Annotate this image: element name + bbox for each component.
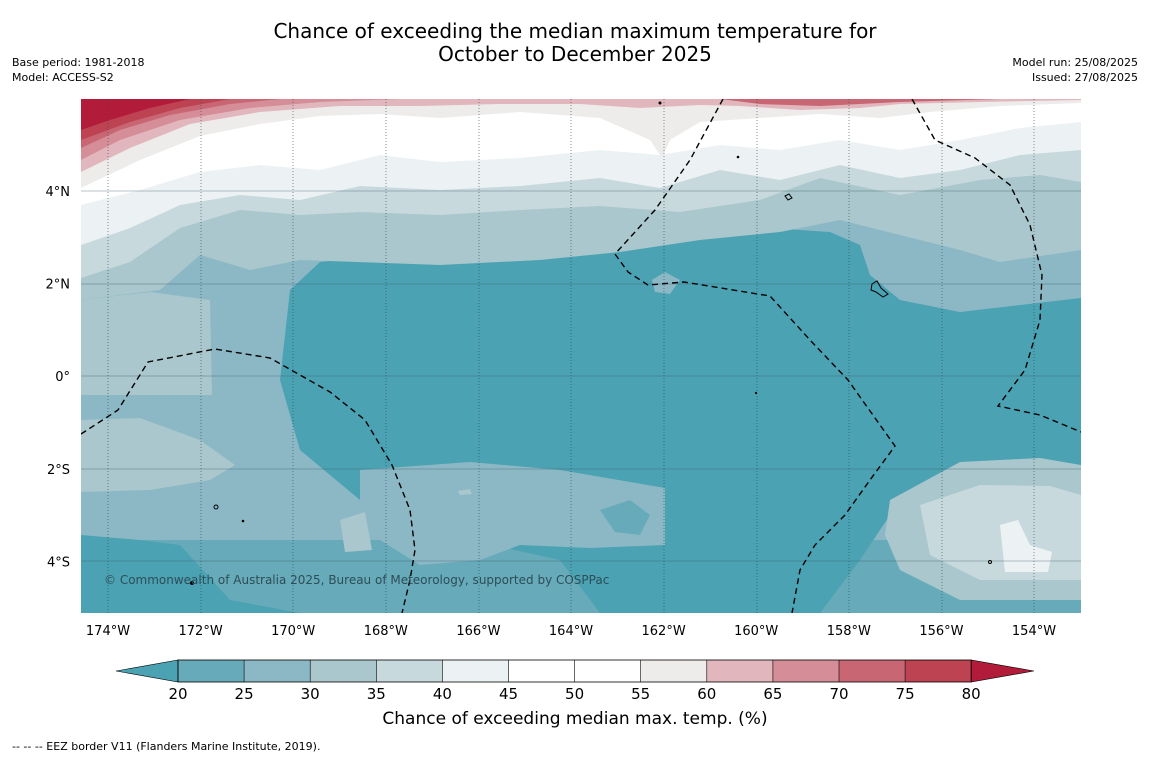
- model-run-text: Model run: 25/08/2025: [1012, 56, 1138, 69]
- colorbar-tick-label: 65: [763, 685, 782, 703]
- latitude-ticks: 4°N 2°N 0° 2°S 4°S: [46, 185, 71, 570]
- colorbar-tick-label: 40: [433, 685, 452, 703]
- copyright-text: © Commonwealth of Australia 2025, Bureau…: [104, 573, 609, 587]
- issued-text: Issued: 27/08/2025: [1031, 71, 1138, 84]
- colorbar-tick-label: 70: [829, 685, 848, 703]
- colorbar-segment: [376, 660, 443, 682]
- colorbar-segment: [640, 660, 707, 682]
- colorbar-over-arrow: [970, 659, 1035, 683]
- title-line-1: Chance of exceeding the median maximum t…: [273, 19, 877, 43]
- lon-tick-label: 160°W: [734, 624, 778, 639]
- colorbar-tick-label: 45: [499, 685, 518, 703]
- lon-tick-label: 168°W: [364, 624, 408, 639]
- eez-footnote: -- -- -- EEZ border V11 (Flanders Marine…: [12, 740, 321, 753]
- colorbar-tick-label: 20: [168, 685, 187, 703]
- lat-tick-label: 0°: [55, 370, 70, 385]
- base-period-text: Base period: 1981-2018: [12, 56, 145, 69]
- colorbar-tick-label: 50: [565, 685, 584, 703]
- lon-tick-label: 162°W: [642, 624, 686, 639]
- colorbar-tick-label: 25: [235, 685, 254, 703]
- colorbar-segment: [508, 660, 575, 682]
- colorbar-segment: [839, 660, 906, 682]
- colorbar-segment: [178, 660, 245, 682]
- islands: [190, 101, 992, 585]
- meta-left: Base period: 1981-2018 Model: ACCESS-S2: [12, 55, 144, 85]
- colorbar-segment: [706, 660, 773, 682]
- probability-field: [81, 99, 1081, 613]
- colorbar-segment: [244, 660, 311, 682]
- lon-tick-label: 156°W: [919, 624, 963, 639]
- lon-tick-label: 170°W: [271, 624, 315, 639]
- colorbar-tick-label: 30: [301, 685, 320, 703]
- colorbar-under-arrow: [115, 659, 179, 683]
- colorbar: 20 25 30 35 40 45 50 55 60 65 70 75 80: [115, 659, 1035, 703]
- colorbar-segment: [574, 660, 641, 682]
- lat-tick-label: 2°S: [47, 463, 70, 478]
- title-line-2: October to December 2025: [438, 42, 712, 66]
- colorbar-tick-label: 60: [697, 685, 716, 703]
- lon-tick-label: 154°W: [1012, 624, 1056, 639]
- colorbar-segment: [310, 660, 377, 682]
- lon-tick-label: 158°W: [827, 624, 871, 639]
- lat-tick-label: 4°S: [47, 555, 70, 570]
- lon-tick-label: 164°W: [549, 624, 593, 639]
- model-text: Model: ACCESS-S2: [12, 71, 114, 84]
- meta-right: Model run: 25/08/2025 Issued: 27/08/2025: [1012, 55, 1138, 85]
- colorbar-segment: [442, 660, 509, 682]
- lat-tick-label: 2°N: [46, 278, 71, 293]
- colorbar-segment: [772, 660, 839, 682]
- colorbar-tick-label: 80: [962, 685, 981, 703]
- colorbar-tick-label: 75: [896, 685, 915, 703]
- lon-tick-label: 172°W: [179, 624, 223, 639]
- colorbar-tick-label: 35: [367, 685, 386, 703]
- lon-tick-label: 174°W: [86, 624, 130, 639]
- lon-tick-label: 166°W: [456, 624, 500, 639]
- colorbar-segment: [905, 660, 972, 682]
- eez-borders: [81, 99, 1081, 613]
- colorbar-tick-label: 55: [631, 685, 650, 703]
- longitude-ticks: 174°W 172°W 170°W 168°W 166°W 164°W 162°W 160°W…: [86, 624, 1056, 639]
- colorbar-label: Chance of exceeding median max. temp. (%…: [382, 709, 768, 729]
- lat-tick-label: 4°N: [46, 185, 71, 200]
- map-title: Chance of exceeding the median maximum t…: [0, 20, 1150, 66]
